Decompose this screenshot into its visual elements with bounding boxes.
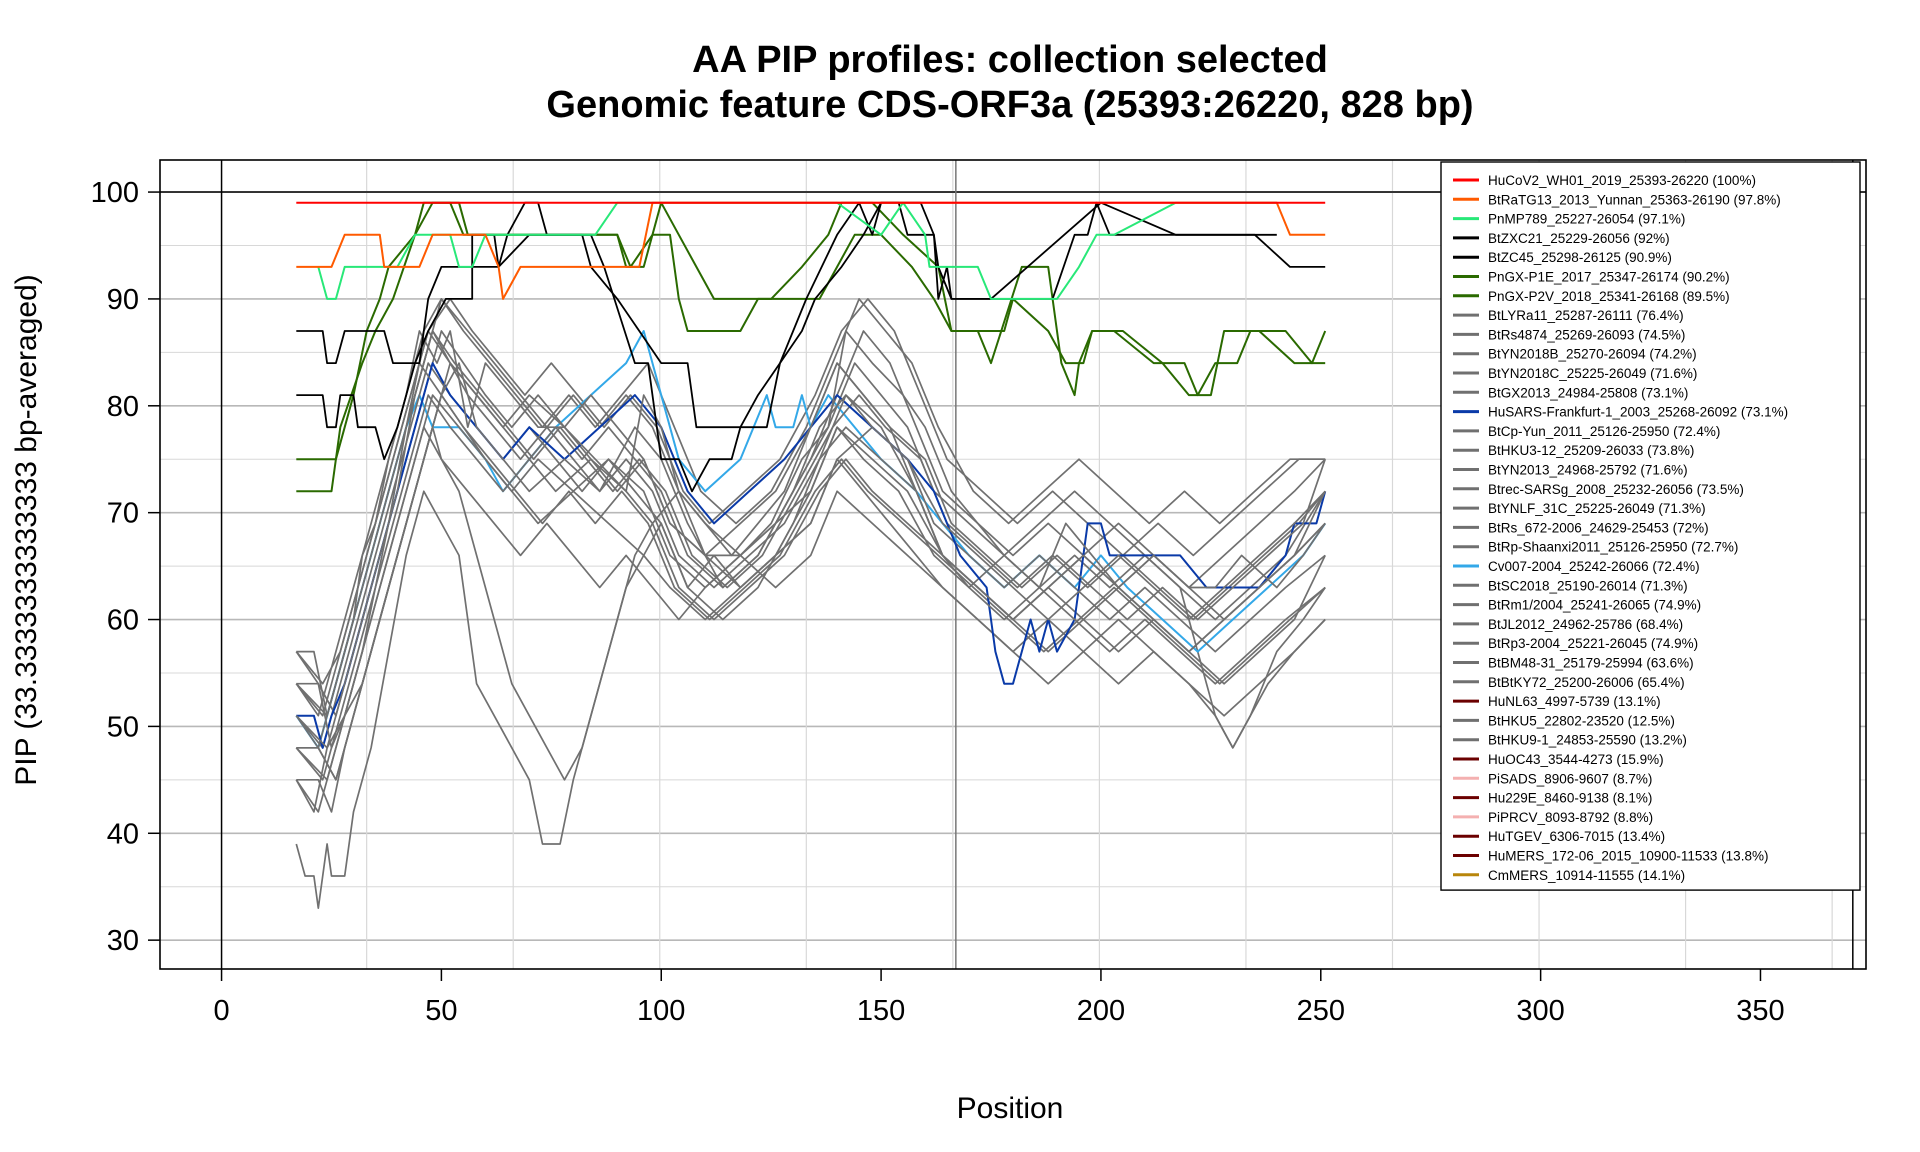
legend-label: BtYN2018C_25225-26049 (71.6%) [1488,366,1697,381]
legend-label: HuMERS_172-06_2015_10900-11533 (13.8%) [1488,849,1768,864]
x-tick-label: 50 [425,995,457,1027]
legend-label: BtYNLF_31C_25225-26049 (71.3%) [1488,501,1706,516]
legend-label: BtSC2018_25190-26014 (71.3%) [1488,578,1688,593]
legend-box [1440,161,1861,891]
series-line [296,330,1326,717]
legend-label: HuTGEV_6306-7015 (13.4%) [1488,829,1665,844]
y-axis-ticks: 30 40 50 60 70 80 90 100 [91,177,160,957]
y-tick-label: 30 [107,925,139,957]
legend-label: BtZXC21_25229-26056 (92%) [1488,231,1670,246]
legend-label: HuCoV2_WH01_2019_25393-26220 (100%) [1488,173,1756,188]
x-tick-label: 200 [1077,995,1125,1027]
legend-label: BtLYRa11_25287-26111 (76.4%) [1488,308,1684,323]
y-tick-label: 60 [107,605,139,637]
x-tick-label: 100 [637,995,685,1027]
legend-label: PnMP789_25227-26054 (97.1%) [1488,212,1685,227]
series-line [296,201,1326,300]
legend-label: BtYN2013_24968-25792 (71.6%) [1488,463,1688,478]
legend-label: Hu229E_8460-9138 (8.1%) [1488,791,1652,806]
x-tick-label: 0 [213,995,229,1027]
legend-label: PiPRCV_8093-8792 (8.8%) [1488,810,1653,825]
legend-label: BtRaTG13_2013_Yunnan_25363-26190 (97.8%) [1488,192,1781,207]
series-line [295,362,1326,749]
series-lines [295,201,1327,909]
series-line [296,201,1326,429]
plot-frame [159,159,1867,970]
legend-label: HuSARS-Frankfurt-1_2003_25268-26092 (73.… [1488,405,1788,420]
legend-label: PnGX-P1E_2017_25347-26174 (90.2%) [1488,270,1730,285]
legend-label: BtBM48-31_25179-25994 (63.6%) [1488,656,1694,671]
x-axis-ticks: 0 50 100 150 200 250 300 350 [213,969,1785,1027]
series-line [296,201,1327,493]
series-line [295,362,1326,813]
series-line [295,330,1326,717]
legend: HuCoV2_WH01_2019_25393-26220 (100%) BtRaT… [1440,161,1861,891]
series-line [295,394,1326,781]
x-axis-label: Position [957,1092,1064,1125]
y-tick-label: 70 [107,498,139,530]
legend-label: BtRm1/2004_25241-26065 (74.9%) [1488,598,1701,613]
y-axis-label: PIP (33.3333333333333 bp-averaged) [10,274,43,786]
y-tick-label: 80 [107,391,139,423]
y-tick-label: 100 [91,177,139,209]
x-tick-label: 150 [857,995,905,1027]
legend-label: BtYN2018B_25270-26094 (74.2%) [1488,347,1697,362]
legend-label: BtHKU3-12_25209-26033 (73.8%) [1488,443,1694,458]
legend-label: HuOC43_3544-4273 (15.9%) [1488,752,1664,767]
legend-label: PnGX-P2V_2018_25341-26168 (89.5%) [1488,289,1730,304]
chart-subtitle: Genomic feature CDS-ORF3a (25393:26220, … [546,84,1473,126]
y-tick-label: 40 [107,818,139,850]
x-tick-label: 300 [1516,995,1564,1027]
legend-label: BtGX2013_24984-25808 (73.1%) [1488,385,1688,400]
series-line [295,458,1326,909]
legend-label: BtRs4874_25269-26093 (74.5%) [1488,327,1685,342]
series-line [296,394,1326,781]
legend-label: Cv007-2004_25242-26066 (72.4%) [1488,559,1700,574]
x-tick-label: 250 [1297,995,1345,1027]
legend-label: Btrec-SARSg_2008_25232-26056 (73.5%) [1488,482,1744,497]
chart-title: AA PIP profiles: collection selected [692,39,1328,81]
legend-label: BtRp3-2004_25221-26045 (74.9%) [1488,636,1698,651]
series-line [295,394,1326,781]
legend-label: BtZC45_25298-26125 (90.9%) [1488,250,1672,265]
legend-label: BtCp-Yun_2011_25126-25950 (72.4%) [1488,424,1720,439]
legend-label: BtHKU5_22802-23520 (12.5%) [1488,713,1675,728]
x-tick-label: 350 [1736,995,1784,1027]
legend-label: BtBtKY72_25200-26006 (65.4%) [1488,675,1685,690]
series-line [295,330,1327,749]
legend-label: BtJL2012_24962-25786 (68.4%) [1488,617,1683,632]
legend-label: BtHKU9-1_24853-25590 (13.2%) [1488,733,1687,748]
legend-label: BtRp-Shaanxi2011_25126-25950 (72.7%) [1488,540,1738,555]
series-line [296,201,1326,461]
series-line [296,362,1326,813]
legend-label: PiSADS_8906-9607 (8.7%) [1488,771,1652,786]
series-line [296,394,1326,781]
legend-label: HuNL63_4997-5739 (13.1%) [1488,694,1661,709]
y-tick-label: 90 [107,284,139,316]
y-tick-label: 50 [107,711,139,743]
legend-label: CmMERS_10914-11555 (14.1%) [1488,868,1685,883]
legend-label: BtRs_672-2006_24629-25453 (72%) [1488,520,1709,535]
